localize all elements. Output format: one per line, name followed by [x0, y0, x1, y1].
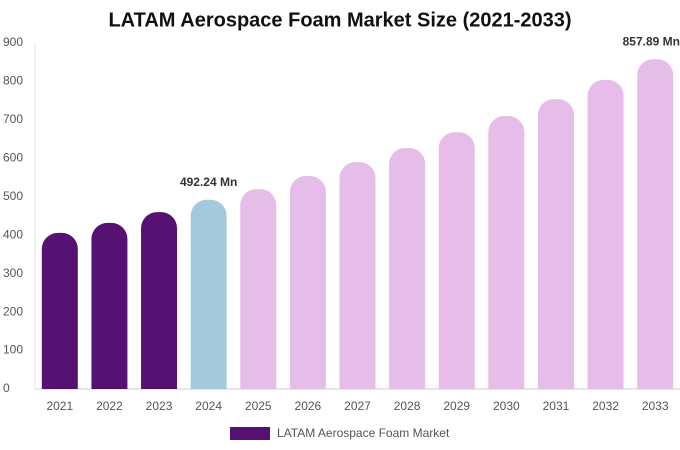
y-tick-label: 100 — [3, 343, 23, 357]
y-tick-label: 600 — [3, 151, 23, 165]
bar — [637, 59, 674, 389]
legend-label: LATAM Aerospace Foam Market — [277, 426, 450, 440]
bar — [190, 199, 227, 389]
x-tick-label: 2024 — [195, 399, 222, 413]
x-tick-label: 2022 — [96, 399, 123, 413]
x-tick-label: 2028 — [394, 399, 421, 413]
x-tick-label: 2025 — [245, 399, 272, 413]
y-tick-label: 900 — [3, 35, 23, 49]
bar — [389, 147, 426, 389]
x-tick-label: 2026 — [295, 399, 322, 413]
y-tick-label: 700 — [3, 112, 23, 126]
bar — [537, 99, 574, 389]
x-tick-label: 2029 — [443, 399, 470, 413]
legend-swatch — [230, 427, 270, 440]
y-tick-label: 400 — [3, 227, 23, 241]
y-tick-label: 500 — [3, 189, 23, 203]
bar — [41, 232, 78, 389]
x-tick-label: 2030 — [493, 399, 520, 413]
x-tick-label: 2023 — [146, 399, 173, 413]
bar — [289, 176, 326, 389]
x-tick-label: 2033 — [642, 399, 669, 413]
y-tick-label: 800 — [3, 74, 23, 88]
chart-title: LATAM Aerospace Foam Market Size (2021-2… — [108, 9, 571, 31]
x-tick-label: 2032 — [592, 399, 619, 413]
bar — [91, 222, 128, 389]
y-tick-label: 0 — [3, 381, 10, 395]
data-label: 492.24 Mn — [180, 175, 237, 189]
bar — [438, 132, 475, 390]
y-tick-label: 300 — [3, 266, 23, 280]
y-tick-label: 200 — [3, 304, 23, 318]
bar — [240, 189, 277, 389]
bar — [488, 116, 525, 390]
x-tick-label: 2021 — [46, 399, 73, 413]
bar — [141, 212, 178, 389]
data-label: 857.89 Mn — [623, 34, 680, 48]
bar — [587, 79, 624, 389]
x-tick-label: 2027 — [344, 399, 371, 413]
bar — [339, 162, 376, 389]
x-tick-label: 2031 — [543, 399, 570, 413]
